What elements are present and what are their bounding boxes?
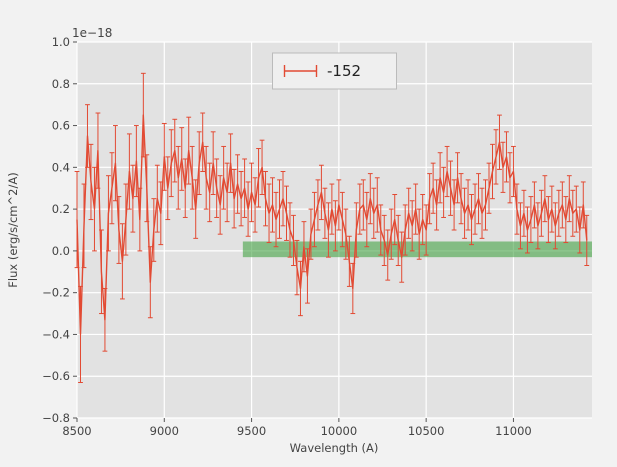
x-tick-label: 8500 bbox=[62, 424, 91, 438]
series-line bbox=[76, 114, 588, 336]
plot-area bbox=[77, 42, 592, 418]
highlight-band bbox=[242, 241, 592, 258]
legend-label: -152 bbox=[327, 62, 361, 80]
y-tick-label: 0.0 bbox=[52, 244, 70, 258]
y-tick-label: −0.2 bbox=[42, 286, 70, 300]
x-tick-label: 9000 bbox=[150, 424, 179, 438]
y-tick-label: −0.8 bbox=[42, 411, 70, 425]
y-tick-label: 0.2 bbox=[52, 202, 70, 216]
x-tick-label: 10500 bbox=[408, 424, 445, 438]
y-tick-label: 0.6 bbox=[52, 119, 70, 133]
x-tick-label: 11000 bbox=[495, 424, 532, 438]
y-tick-label: −0.6 bbox=[42, 369, 70, 383]
axis-offset-label: 1e−18 bbox=[72, 26, 112, 40]
x-tick-label: 9500 bbox=[237, 424, 266, 438]
x-tick-label: 10000 bbox=[321, 424, 358, 438]
y-axis-label: Flux (erg/s/cm^2/A) bbox=[6, 172, 20, 287]
x-axis-label: Wavelength (A) bbox=[290, 441, 379, 455]
y-tick-label: −0.4 bbox=[42, 327, 70, 341]
y-tick-label: 0.8 bbox=[52, 77, 70, 91]
plot-layer: 8500 9000 9500 10000 10500 11000 −0.8 −0.6 −0.4 −… bbox=[42, 35, 592, 438]
y-tick-label: 1.0 bbox=[52, 35, 70, 49]
y-tick-label: 0.4 bbox=[52, 160, 70, 174]
